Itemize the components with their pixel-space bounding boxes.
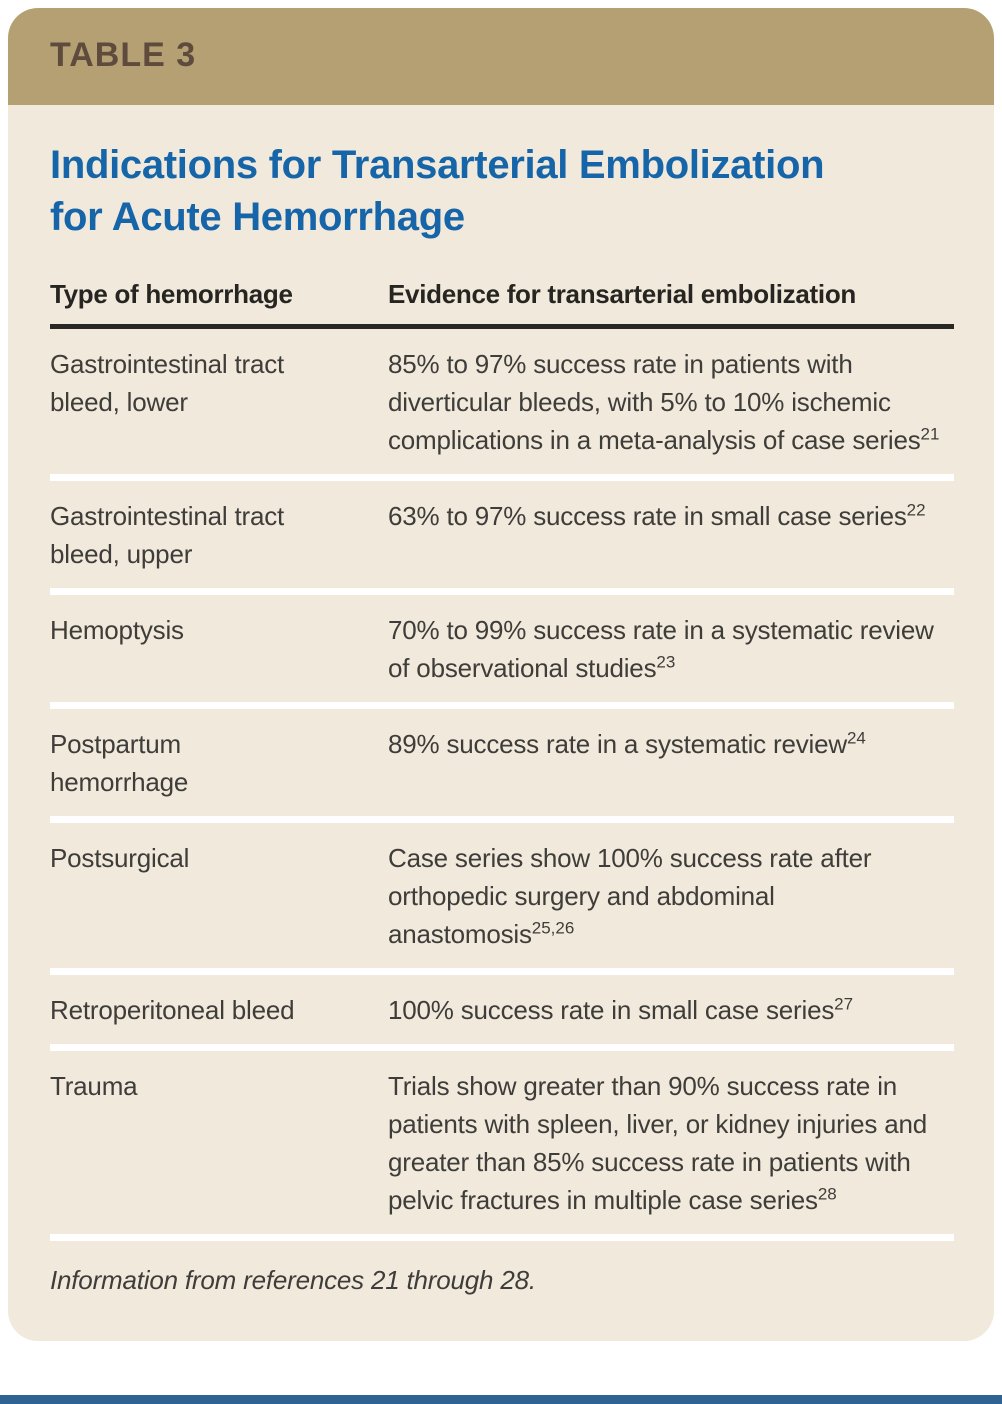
evidence-text: 100% success rate in small case series <box>388 995 835 1025</box>
table-title: Indications for Transarterial Embolizati… <box>50 143 825 239</box>
table-card: TABLE 3 Indications for Transarterial Em… <box>8 8 994 1341</box>
row-evidence: Case series show 100% success rate after… <box>388 839 954 953</box>
evidence-text: 89% success rate in a systematic review <box>388 729 847 759</box>
row-type: Trauma <box>50 1071 138 1101</box>
row-evidence: Trials show greater than 90% success rat… <box>388 1067 954 1219</box>
row-evidence: 100% success rate in small case series27 <box>388 991 954 1029</box>
table-label: TABLE 3 <box>50 36 197 74</box>
table-content: Indications for Transarterial Embolizati… <box>8 105 994 1341</box>
table-row: Gastrointestinal tract bleed, lower 85% … <box>50 329 954 481</box>
row-type: Retroperitoneal bleed <box>50 995 295 1025</box>
row-evidence: 70% to 99% success rate in a systematic … <box>388 611 954 687</box>
reference-superscript: 24 <box>846 728 866 748</box>
reference-superscript: 21 <box>920 424 940 444</box>
column-header-evidence: Evidence for transarterial embolization <box>388 279 856 309</box>
reference-superscript: 23 <box>656 652 676 672</box>
table-row: Postpartum hemorrhage 89% success rate i… <box>50 709 954 823</box>
evidence-text: Trials show greater than 90% success rat… <box>388 1071 927 1215</box>
evidence-text: 85% to 97% success rate in patients with… <box>388 349 921 455</box>
row-type: Gastrointestinal tract bleed, lower <box>50 349 285 417</box>
table-row: Trauma Trials show greater than 90% succ… <box>50 1051 954 1241</box>
row-type: Postsurgical <box>50 843 190 873</box>
table-row: Retroperitoneal bleed 100% success rate … <box>50 975 954 1051</box>
table-row: Postsurgical Case series show 100% succe… <box>50 823 954 975</box>
table-header-band: TABLE 3 <box>8 8 994 105</box>
row-evidence: 89% success rate in a systematic review2… <box>388 725 954 801</box>
reference-superscript: 27 <box>834 994 854 1014</box>
table-header-row: Type of hemorrhage Evidence for transart… <box>50 279 954 329</box>
page-bottom-rule <box>0 1395 1002 1404</box>
table-row: Hemoptysis 70% to 99% success rate in a … <box>50 595 954 709</box>
reference-superscript: 22 <box>906 500 926 520</box>
reference-superscript: 25,26 <box>531 918 575 938</box>
row-type: Hemoptysis <box>50 615 184 645</box>
row-type: Postpartum hemorrhage <box>50 729 189 797</box>
evidence-text: 63% to 97% success rate in small case se… <box>388 501 907 531</box>
footnote: Information from references 21 through 2… <box>50 1265 536 1295</box>
reference-superscript: 28 <box>817 1184 837 1204</box>
column-header-type: Type of hemorrhage <box>50 279 293 309</box>
row-type: Gastrointestinal tract bleed, upper <box>50 501 285 569</box>
evidence-text: Case series show 100% success rate after… <box>388 843 872 949</box>
row-evidence: 63% to 97% success rate in small case se… <box>388 497 954 573</box>
row-evidence: 85% to 97% success rate in patients with… <box>388 345 954 459</box>
evidence-text: 70% to 99% success rate in a systematic … <box>388 615 934 683</box>
table-row: Gastrointestinal tract bleed, upper 63% … <box>50 481 954 595</box>
